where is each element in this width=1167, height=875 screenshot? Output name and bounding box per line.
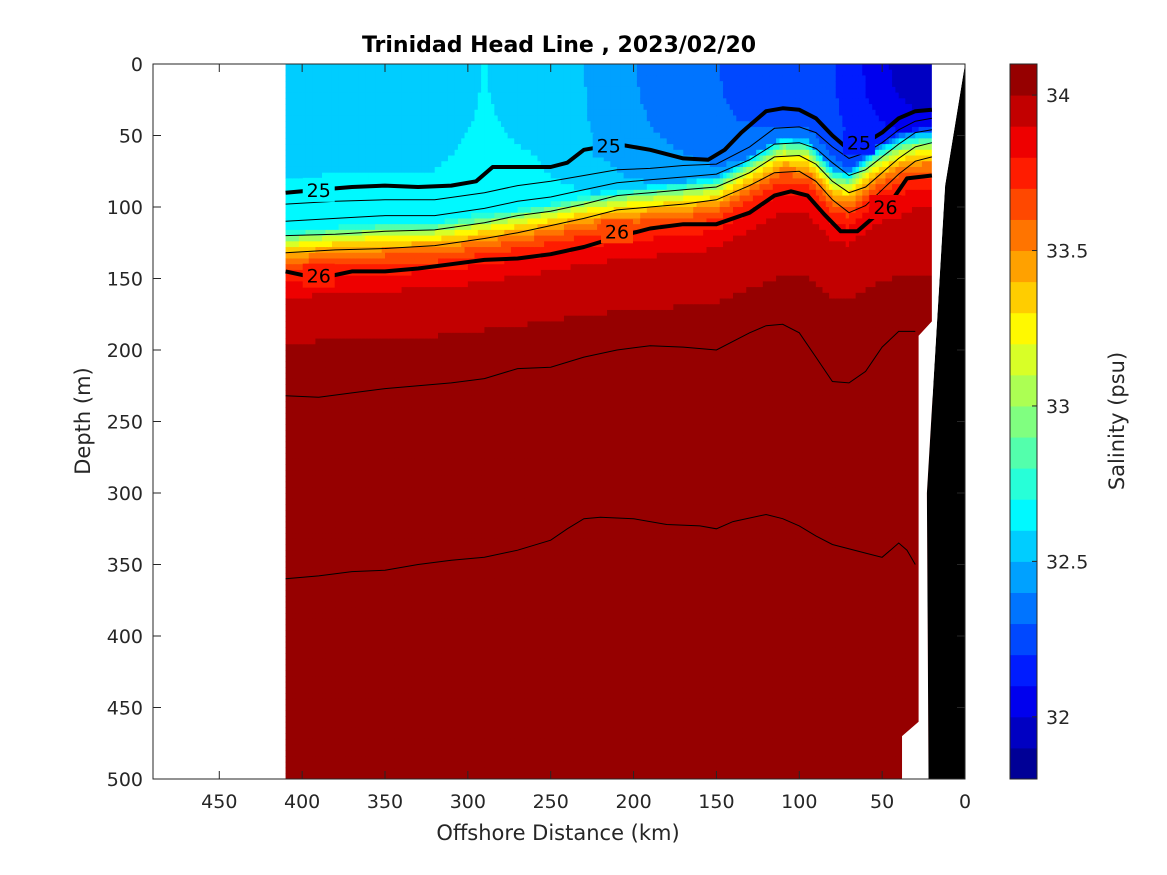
chart-title: Trinidad Head Line , 2023/02/20 xyxy=(362,33,756,58)
